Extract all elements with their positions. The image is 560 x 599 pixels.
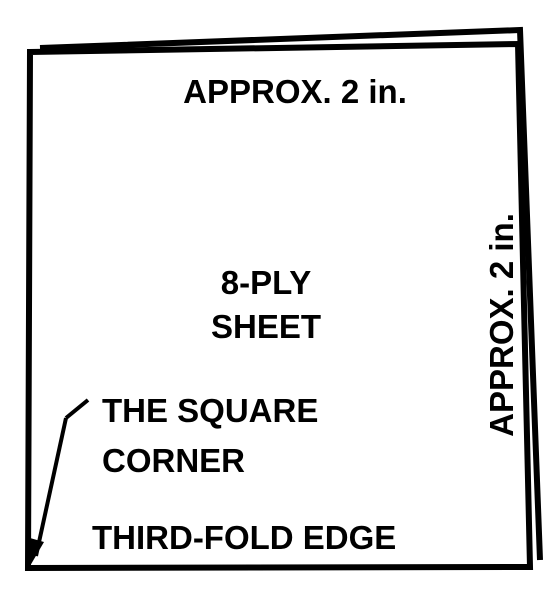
corner-pointer-line-long: [34, 417, 68, 557]
center-label-line1: 8-PLY: [221, 264, 312, 301]
bottom-edge-label: THIRD-FOLD EDGE: [92, 519, 396, 556]
corner-label-line1: THE SQUARE: [102, 392, 318, 429]
back-sheet-outline: [39, 26, 543, 561]
top-dimension-label: APPROX. 2 in.: [183, 73, 407, 110]
corner-label-line2: CORNER: [102, 442, 245, 479]
side-dimension-label: APPROX. 2 in.: [483, 213, 520, 437]
front-sheet-outline: [24, 40, 534, 572]
corner-pointer-line: [64, 398, 90, 420]
corner-arrowhead: [30, 538, 44, 566]
center-label-line2: SHEET: [211, 308, 321, 345]
